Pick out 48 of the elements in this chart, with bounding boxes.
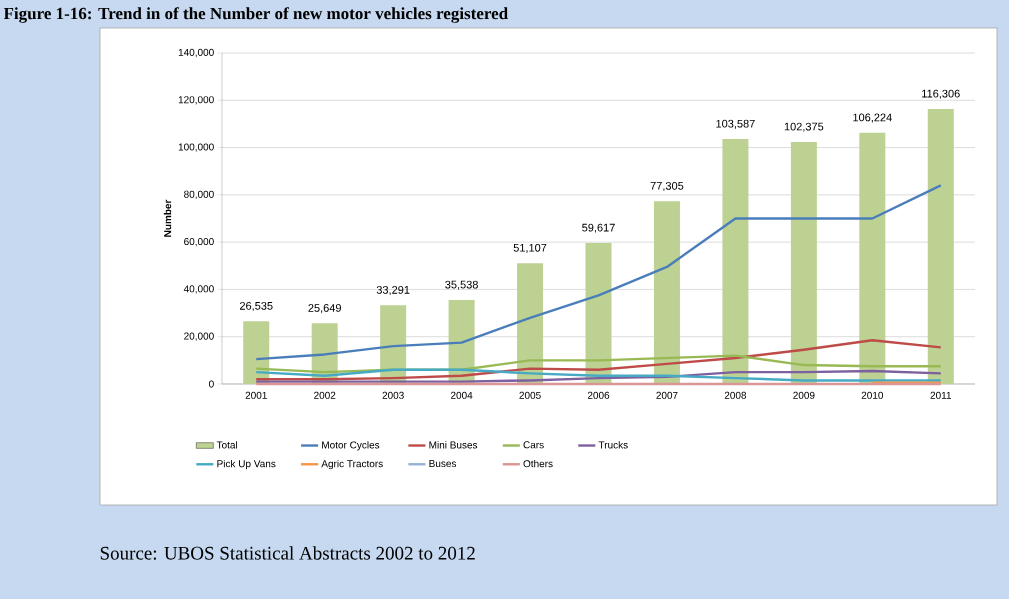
source-note: Source: UBOS Statistical Abstracts 2002 to 2012	[100, 546, 475, 560]
x-tick-label: 2004	[450, 391, 473, 399]
bar	[859, 132, 886, 384]
legend-label: Cars	[523, 441, 544, 449]
bar	[722, 139, 749, 384]
data-label: 51,107	[513, 243, 547, 253]
y-tick-label: 140,000	[178, 48, 214, 58]
line-series	[255, 339, 942, 381]
y-tick-label: 60,000	[184, 238, 214, 247]
x-tick-label: 2001	[245, 391, 267, 399]
data-label: 25,649	[308, 304, 341, 314]
x-tick-label: 2011	[930, 391, 952, 399]
legend-label: Pick Up Vans	[217, 459, 276, 470]
y-tick-label: 100,000	[178, 143, 214, 152]
data-label: 116,306	[922, 89, 960, 99]
data-label: 106,224	[853, 113, 892, 123]
x-tick-label: 2002	[314, 391, 336, 399]
data-label: 26,535	[239, 301, 273, 312]
x-tick-label: 2010	[861, 391, 884, 399]
bar	[927, 109, 954, 384]
chart-title: Figure 1-16: Trend in of the Number of new motor vehicles registered	[3, 7, 508, 23]
legend-label: Agric Tractors	[321, 459, 383, 470]
data-label: 103,587	[716, 119, 755, 129]
y-tick-label: 80,000	[184, 190, 214, 199]
legend-label: Motor Cycles	[322, 441, 380, 451]
legend-label: Trucks	[598, 441, 628, 449]
bar	[790, 141, 817, 384]
x-tick-label: 2003	[382, 391, 404, 399]
x-tick-label: 2007	[656, 391, 678, 399]
data-label: 102,375	[784, 122, 824, 132]
bar	[653, 201, 680, 384]
data-label: 77,305	[650, 181, 684, 192]
data-label: 33,291	[376, 286, 410, 296]
y-tick-label: 20,000	[184, 332, 214, 341]
x-tick-label: 2009	[793, 391, 815, 399]
legend-label: Total	[216, 441, 238, 449]
y-tick-label: 40,000	[183, 285, 214, 294]
x-tick-label: 2006	[587, 391, 610, 399]
y-axis-title: Number	[163, 199, 172, 237]
data-label: 59,617	[582, 223, 615, 233]
y-tick-label: 120,000	[178, 96, 214, 105]
data-label: 35,538	[445, 280, 478, 290]
x-tick-label: 2005	[519, 391, 541, 399]
x-tick-label: 2008	[724, 391, 747, 399]
legend-label: Buses	[429, 460, 457, 468]
y-tick-label: 0	[209, 380, 214, 388]
legend-label: Mini Buses	[429, 441, 478, 449]
legend-label: Others	[523, 459, 553, 468]
